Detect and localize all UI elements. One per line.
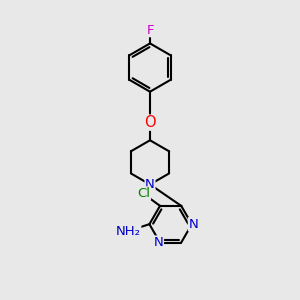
Text: N: N <box>188 218 198 231</box>
Text: F: F <box>146 24 154 37</box>
Text: N: N <box>145 178 155 191</box>
Text: O: O <box>144 115 156 130</box>
Text: Cl: Cl <box>137 187 150 200</box>
Text: NH₂: NH₂ <box>116 225 141 238</box>
Text: N: N <box>154 236 164 249</box>
